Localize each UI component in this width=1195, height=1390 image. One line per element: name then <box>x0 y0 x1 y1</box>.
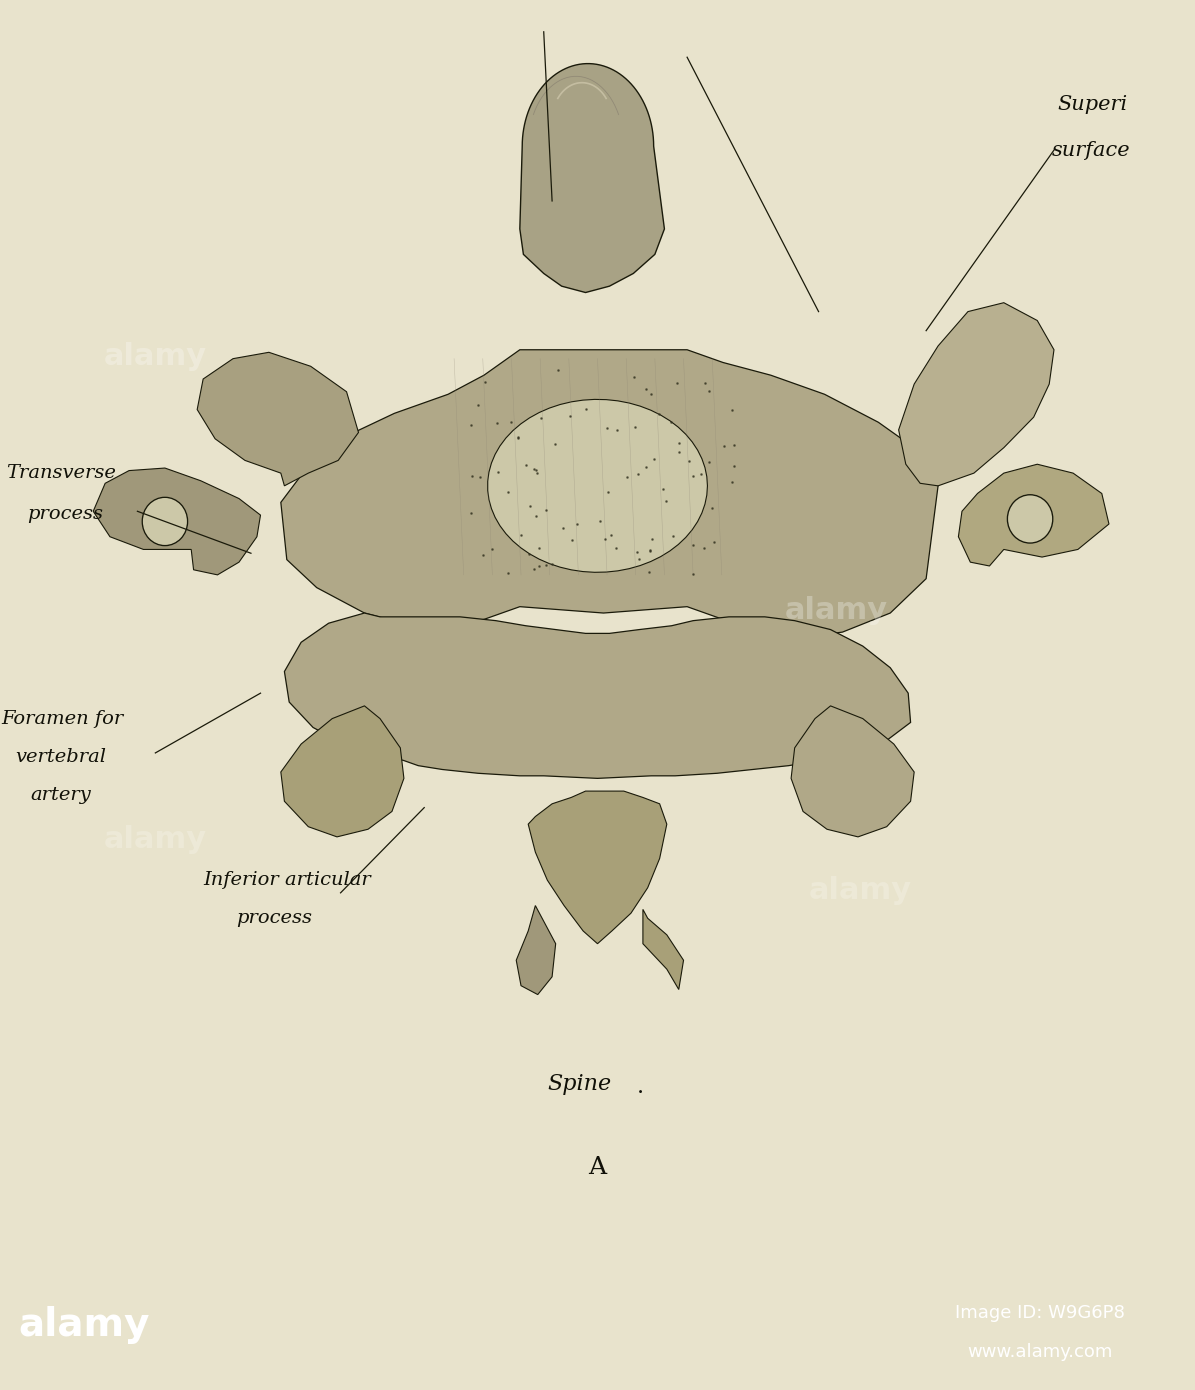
Text: process: process <box>27 505 104 523</box>
Polygon shape <box>643 909 684 990</box>
Text: alamy: alamy <box>785 596 888 626</box>
Polygon shape <box>516 905 556 995</box>
Polygon shape <box>281 350 938 638</box>
Text: .: . <box>637 1076 644 1098</box>
Text: A: A <box>588 1156 607 1179</box>
Text: www.alamy.com: www.alamy.com <box>967 1343 1113 1361</box>
Text: alamy: alamy <box>18 1307 149 1344</box>
Text: Spine: Spine <box>547 1073 612 1094</box>
Polygon shape <box>528 791 667 944</box>
Text: Inferior articular: Inferior articular <box>203 872 370 890</box>
Polygon shape <box>281 706 404 837</box>
Polygon shape <box>197 352 358 486</box>
Polygon shape <box>488 399 707 573</box>
Circle shape <box>1007 495 1053 543</box>
Text: Image ID: W9G6P8: Image ID: W9G6P8 <box>955 1304 1124 1322</box>
Text: vertebral: vertebral <box>16 748 106 766</box>
Polygon shape <box>958 464 1109 566</box>
Text: alamy: alamy <box>104 824 207 853</box>
Circle shape <box>142 498 188 546</box>
Text: Superi: Superi <box>1058 95 1128 114</box>
Polygon shape <box>93 468 261 575</box>
Polygon shape <box>520 64 664 292</box>
Text: artery: artery <box>30 785 91 803</box>
Text: process: process <box>237 909 313 927</box>
Text: alamy: alamy <box>809 876 912 905</box>
Polygon shape <box>899 303 1054 486</box>
Polygon shape <box>284 613 911 778</box>
Text: surface: surface <box>1052 140 1130 160</box>
Text: Transverse: Transverse <box>6 464 116 482</box>
Polygon shape <box>791 706 914 837</box>
Text: alamy: alamy <box>104 342 207 371</box>
Text: Foramen for: Foramen for <box>1 710 123 727</box>
